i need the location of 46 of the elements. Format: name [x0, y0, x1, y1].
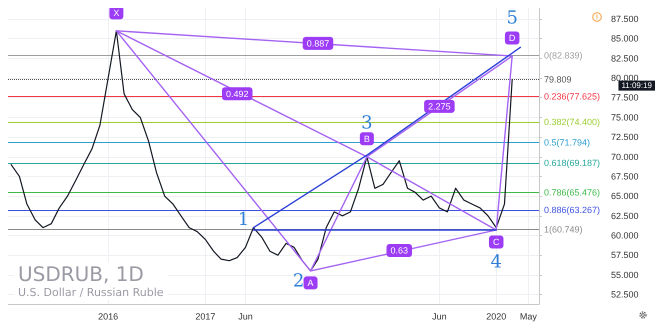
y-tick-label: 80.000: [611, 73, 639, 84]
y-tick-label: 82.500: [611, 53, 639, 64]
y-tick-label: 67.500: [611, 171, 639, 182]
y-tick-label: 52.500: [611, 290, 639, 300]
ref-line-label: 0.618(69.187): [544, 158, 600, 168]
annotation: 1: [238, 209, 250, 230]
text: 11:09:19: [621, 81, 653, 90]
annotation: 2.275: [428, 101, 451, 112]
annotation: B: [364, 134, 370, 144]
y-tick-label: 87.500: [611, 14, 639, 24]
ref-line-label: 0.886(63.267): [544, 204, 600, 215]
x-tick-label: 2017: [195, 312, 216, 322]
annotation: 0.887: [306, 38, 330, 48]
ref-line-label: 79.809: [544, 74, 572, 85]
text: USDRUB, 1D: [18, 262, 144, 286]
x-tick-label: Jun: [238, 312, 253, 322]
annotation: D: [508, 33, 516, 44]
ref-line-label: 0.5(71.794): [544, 138, 590, 148]
y-tick-label: 65.000: [611, 191, 639, 202]
y-tick-label: 60.000: [611, 230, 639, 241]
annotation: C: [492, 237, 500, 247]
y-tick-label: 75.000: [611, 112, 639, 122]
annotation: A: [308, 278, 314, 288]
annotation: 2: [292, 270, 304, 292]
y-tick-label: 70.000: [611, 152, 639, 162]
y-tick-label: 57.500: [611, 250, 639, 260]
ref-line-label: 0.236(77.625): [544, 92, 600, 102]
x-tick-label: 2016: [98, 312, 118, 322]
annotation: X: [113, 8, 120, 18]
annotation: 5: [506, 8, 518, 29]
annotation: 0.492: [226, 88, 249, 99]
x-tick-label: Jun: [432, 312, 447, 322]
ref-line-label: 0.786(65.476): [544, 187, 600, 198]
ref-line-label: 0.382(74.400): [544, 117, 600, 128]
ref-line-label: 1(60.749): [544, 224, 583, 235]
annotation: 4: [490, 252, 502, 272]
y-tick-label: 55.000: [611, 270, 639, 280]
y-tick-label: 85.000: [611, 34, 639, 44]
x-tick-label: 2020: [486, 312, 506, 322]
y-tick-label: 77.500: [611, 92, 639, 103]
y-tick-label: 62.500: [611, 210, 639, 221]
annotation: 0.63: [390, 245, 408, 256]
x-tick-label: May: [520, 312, 538, 322]
y-tick-label: 72.500: [611, 132, 639, 142]
ref-line-label: 0(82.839): [544, 50, 583, 61]
text: U.S. Dollar / Russian Ruble: [18, 286, 164, 299]
